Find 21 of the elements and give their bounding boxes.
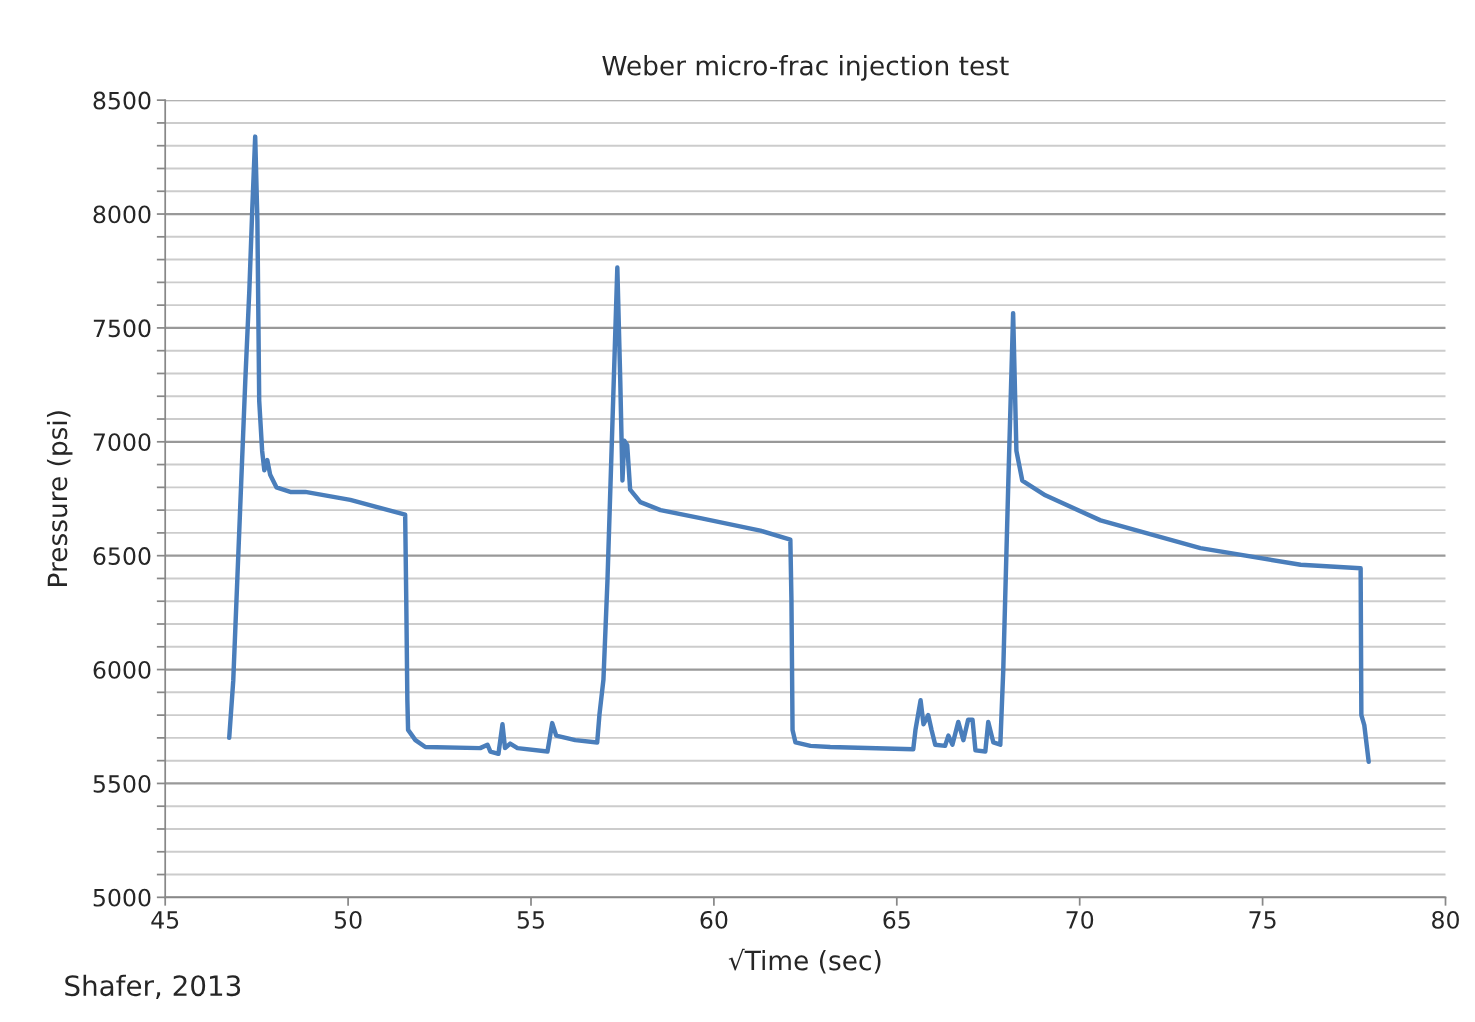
y-tick-label: 8500 <box>93 91 151 110</box>
x-tick-label: 80 <box>1432 910 1459 929</box>
text: Shafer, 2013 <box>65 974 241 1000</box>
x-axis-title: √Time (sec) <box>728 948 881 974</box>
y-tick-label: 6000 <box>93 661 151 679</box>
line-series <box>227 134 1371 765</box>
y-tick-label: 6500 <box>93 547 151 565</box>
chart-title: Weber micro-frac injection test <box>602 55 1009 81</box>
y-tick-label: 7500 <box>93 319 151 338</box>
y-tick-label: 8000 <box>93 205 151 224</box>
x-tick-label: 65 <box>883 910 910 929</box>
x-tick-label: 70 <box>1066 910 1094 929</box>
x-tick-label: 75 <box>1249 911 1276 929</box>
x-tick-label: 45 <box>151 911 179 929</box>
y-tick-label: 7000 <box>93 433 151 452</box>
y-tick-label: 5000 <box>93 888 151 907</box>
x-tick-label: 50 <box>334 910 362 929</box>
x-tick-label: 55 <box>517 911 544 929</box>
x-tick-label: 60 <box>700 910 728 929</box>
y-tick-label: 5500 <box>93 774 151 793</box>
y-axis-title: Pressure (psi) <box>46 411 73 586</box>
